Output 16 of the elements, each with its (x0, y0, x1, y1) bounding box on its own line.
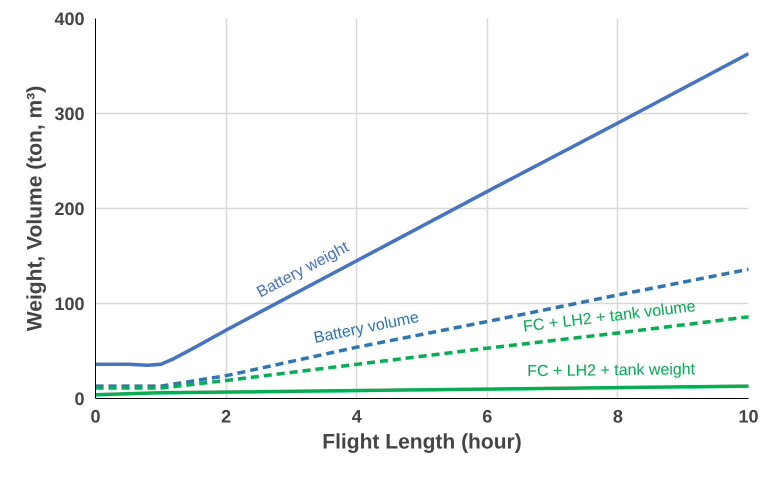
x-tick-label: 0 (90, 406, 101, 426)
x-tick-label: 8 (612, 406, 623, 426)
y-axis-title: Weight, Volume (ton, m³) (23, 86, 46, 332)
x-tick-label: 10 (738, 406, 759, 426)
y-tick-label: 0 (74, 389, 85, 409)
text: FC + LH2 + tank volume (522, 298, 697, 336)
y-tick-label: 300 (54, 104, 85, 124)
series-label: FC + LH2 + tank weight (527, 361, 696, 380)
y-tick-label: 100 (54, 294, 85, 314)
x-tick-label: 4 (352, 406, 362, 426)
x-tick-label: 6 (482, 406, 492, 426)
y-tick-label: 400 (54, 9, 85, 29)
x-axis-title: Flight Length (hour) (322, 430, 522, 454)
y-tick-label: 200 (54, 199, 85, 219)
text: Battery volume (312, 309, 420, 347)
x-tick-label: 2 (221, 406, 232, 426)
